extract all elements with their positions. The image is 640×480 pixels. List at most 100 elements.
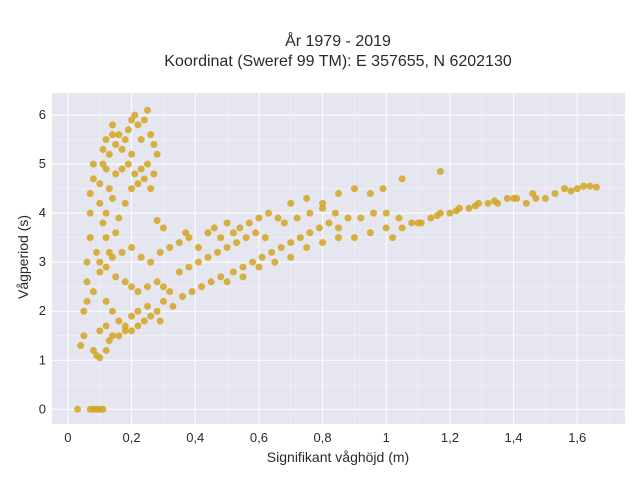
data-point xyxy=(503,194,511,202)
data-point xyxy=(210,224,218,232)
data-point xyxy=(108,307,116,315)
data-point xyxy=(471,202,479,210)
data-point xyxy=(144,106,151,114)
data-point xyxy=(370,209,378,217)
data-point xyxy=(134,307,142,315)
data-point xyxy=(89,160,97,168)
data-point xyxy=(134,288,142,296)
data-point xyxy=(490,197,498,205)
x-tick-label: 0,8 xyxy=(314,430,332,445)
x-tick-label: 0 xyxy=(64,430,71,445)
data-point xyxy=(128,243,136,251)
data-point xyxy=(128,150,136,158)
data-point xyxy=(89,288,97,296)
data-point xyxy=(156,248,164,256)
data-point xyxy=(264,209,272,217)
x-tick-labels: 0 0,2 0,4 0,6 0,8 1 1,2 1,4 1,6 xyxy=(64,430,586,445)
data-point xyxy=(223,243,231,251)
data-point xyxy=(128,185,136,193)
data-point xyxy=(83,297,91,305)
data-point xyxy=(159,283,167,291)
data-point xyxy=(83,258,91,266)
data-point xyxy=(293,214,301,222)
data-point xyxy=(112,140,120,148)
data-point xyxy=(115,131,123,139)
data-point xyxy=(229,268,237,276)
data-point xyxy=(124,160,132,168)
data-point xyxy=(217,234,225,242)
data-point xyxy=(134,121,142,129)
data-point xyxy=(89,175,97,183)
data-point xyxy=(239,263,247,271)
data-point xyxy=(121,278,129,286)
data-point xyxy=(255,263,263,271)
data-point xyxy=(223,219,231,227)
data-point xyxy=(108,131,116,139)
data-point xyxy=(204,229,212,237)
data-point xyxy=(108,332,116,340)
data-point xyxy=(204,253,212,261)
x-tick-label: 0,2 xyxy=(123,430,141,445)
data-point xyxy=(319,239,327,247)
y-tick-label: 5 xyxy=(39,156,46,171)
data-points xyxy=(73,106,600,413)
data-point xyxy=(96,327,104,335)
data-point xyxy=(529,190,537,198)
data-point xyxy=(592,183,600,191)
data-point xyxy=(153,278,161,286)
data-point xyxy=(296,234,304,242)
data-point xyxy=(131,111,139,119)
data-point xyxy=(108,253,116,261)
data-point xyxy=(102,209,110,217)
data-point xyxy=(144,160,151,168)
data-point xyxy=(280,219,288,227)
data-point xyxy=(121,136,129,144)
x-tick-label: 0,6 xyxy=(250,430,268,445)
data-point xyxy=(147,258,155,266)
data-point xyxy=(198,283,206,291)
data-point xyxy=(73,405,81,413)
data-point xyxy=(233,239,241,247)
data-point xyxy=(108,121,116,129)
data-point xyxy=(249,258,257,266)
data-point xyxy=(274,214,282,222)
data-point xyxy=(350,234,358,242)
data-point xyxy=(580,182,588,190)
data-point xyxy=(99,219,107,227)
data-point xyxy=(140,116,148,124)
data-point xyxy=(271,258,279,266)
y-tick-label: 4 xyxy=(39,205,46,220)
data-point xyxy=(185,263,193,271)
data-point xyxy=(325,219,333,227)
data-point xyxy=(408,219,416,227)
plot-area xyxy=(52,93,625,424)
data-point xyxy=(128,283,136,291)
data-point xyxy=(166,243,174,251)
data-point xyxy=(382,224,390,232)
data-point xyxy=(99,405,107,413)
y-tick-label: 6 xyxy=(39,107,46,122)
data-point xyxy=(102,234,110,242)
data-point xyxy=(102,322,110,330)
data-point xyxy=(115,332,123,340)
data-point xyxy=(522,199,530,207)
data-point xyxy=(217,273,225,281)
data-point xyxy=(137,165,145,173)
data-point xyxy=(258,253,266,261)
data-point xyxy=(350,185,358,193)
y-tick-label: 0 xyxy=(39,401,46,416)
data-point xyxy=(335,190,342,198)
data-point xyxy=(80,307,88,315)
data-point xyxy=(118,145,126,153)
data-point xyxy=(446,209,454,217)
data-point xyxy=(510,194,518,202)
data-point xyxy=(277,243,285,251)
data-point xyxy=(128,327,136,335)
data-point xyxy=(128,312,136,320)
y-tick-labels: 0 1 2 3 4 5 6 xyxy=(39,107,46,416)
data-point xyxy=(83,278,91,286)
data-point xyxy=(366,229,374,237)
data-point xyxy=(255,214,263,222)
data-point xyxy=(268,248,276,256)
data-point xyxy=(427,214,435,222)
